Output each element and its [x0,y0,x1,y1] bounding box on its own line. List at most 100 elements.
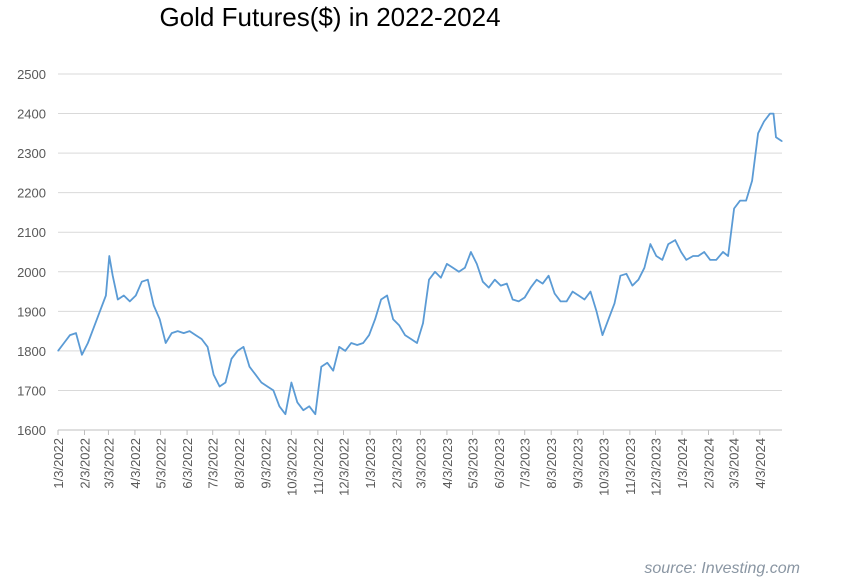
data-point [715,259,717,261]
x-tick-label: 4/3/2024 [753,438,768,489]
data-point [105,294,107,297]
data-point [57,350,59,352]
y-tick-label: 2000 [17,265,46,280]
data-point [595,310,598,312]
data-point [583,298,586,301]
y-tick-label: 1700 [17,383,46,398]
data-point [320,366,322,368]
data-point [566,300,568,302]
y-tick-label: 1600 [17,423,46,438]
x-tick-label: 2/3/2023 [389,438,404,489]
data-point [224,381,227,384]
data-point [470,251,472,253]
data-point [350,342,352,344]
data-point [416,342,418,344]
data-point [332,370,334,372]
data-point [380,298,382,301]
x-tick-label: 11/3/2023 [623,438,638,495]
x-tick-label: 1/3/2023 [363,438,378,489]
x-tick-label: 5/3/2022 [154,438,169,489]
data-point [153,304,155,306]
x-tick-label: 10/3/2023 [596,438,611,496]
data-point [171,332,173,334]
data-point [213,374,215,376]
x-tick-label: 4/3/2022 [128,438,143,489]
y-tick-label: 2200 [17,186,46,201]
data-point [697,255,699,257]
data-point [613,302,616,304]
data-point [554,292,556,295]
data-point [781,140,783,142]
data-point [177,330,179,332]
data-point [93,326,95,328]
data-point [392,318,394,320]
x-tick-label: 5/3/2023 [466,438,481,489]
data-point [452,267,454,269]
data-point [189,330,191,332]
series-line [57,112,783,416]
data-point [266,385,268,388]
series-lines [57,112,783,416]
data-point [542,283,544,285]
x-tick-label: 2/3/2022 [77,438,92,489]
data-point [763,120,765,123]
data-point [643,267,646,269]
x-tick-label: 6/3/2022 [180,438,195,489]
data-point [500,285,502,287]
data-point [207,346,209,348]
data-point [195,334,197,336]
data-point [147,279,149,281]
data-point [637,279,640,281]
x-tick-label: 3/3/2024 [726,438,741,489]
data-point [242,346,245,348]
y-tick-label: 2400 [17,107,46,122]
data-point [314,413,316,415]
data-point [374,318,376,320]
data-point [692,255,694,257]
data-point [655,255,657,257]
data-point [99,310,101,312]
data-point [589,291,592,293]
x-tick-label: 7/3/2023 [518,438,533,489]
data-point [272,389,274,391]
data-point [123,294,125,297]
data-point [446,263,448,265]
data-point [290,381,292,384]
data-point [108,255,110,257]
data-point [236,350,239,352]
data-point [135,294,137,297]
x-axis-ticks: 1/3/2022 2/3/2022 3/3/2022 4/3/2022 5/3/2022… [51,430,768,496]
data-point [769,113,771,115]
data-point [667,243,669,245]
x-tick-label: 9/3/2022 [259,438,274,489]
data-point [344,350,346,352]
data-point [326,362,328,364]
chart-title: Gold Futures($) in 2022-2024 [159,2,501,32]
data-point [428,279,430,281]
data-point [625,273,628,275]
data-point [488,287,490,289]
data-point [733,207,735,210]
data-point [368,334,370,336]
x-tick-label: 12/3/2023 [648,438,663,496]
x-tick-label: 12/3/2022 [336,438,351,496]
x-tick-label: 3/3/2023 [413,438,428,489]
data-point [560,300,562,302]
data-point [201,338,203,340]
x-tick-label: 8/3/2023 [544,438,559,489]
data-point [422,322,424,324]
x-tick-label: 9/3/2023 [571,438,586,489]
x-tick-label: 8/3/2022 [232,438,247,489]
data-point [260,381,262,384]
x-tick-label: 2/3/2024 [701,438,716,489]
x-tick-label: 10/3/2022 [284,438,299,496]
data-point [631,285,634,287]
data-point [230,358,233,360]
x-tick-label: 1/3/2022 [51,438,66,489]
data-point [404,334,406,336]
data-point [440,277,442,279]
data-point [757,132,759,134]
data-point [356,344,358,346]
data-point [578,294,580,297]
